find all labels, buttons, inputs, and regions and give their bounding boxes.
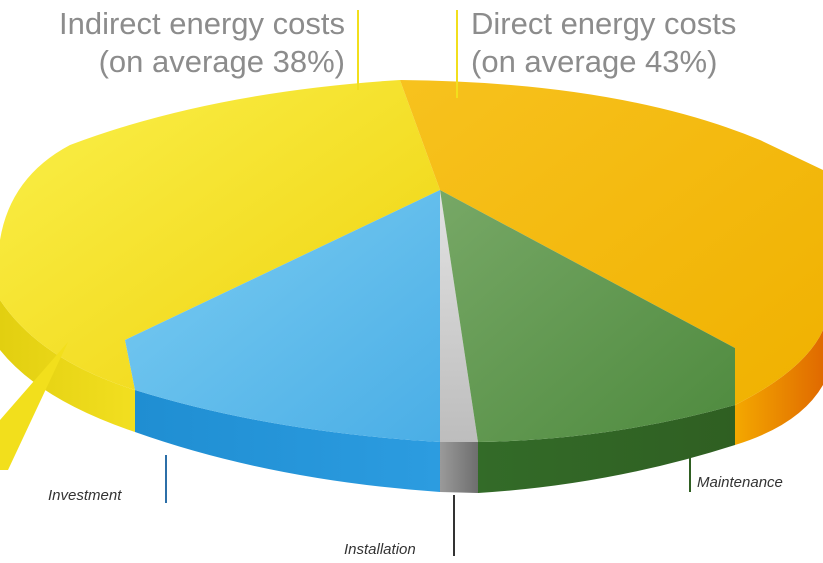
label-indirect-line1: Indirect energy costs xyxy=(58,6,345,41)
slice-side-direct xyxy=(735,330,823,445)
slice-side-maintenance xyxy=(478,405,735,493)
label-investment: Investment xyxy=(48,487,122,504)
slice-investment xyxy=(125,190,440,442)
slice-side-indirect xyxy=(0,300,135,432)
label-indirect-line2: (on average 38%) xyxy=(98,44,345,79)
label-direct-line2: (on average 43%) xyxy=(471,44,718,79)
slice-side-installation xyxy=(440,442,478,493)
slice-maintenance xyxy=(440,190,735,442)
label-direct-line1: Direct energy costs xyxy=(471,6,737,41)
label-installation: Installation xyxy=(344,541,416,558)
label-maintenance: Maintenance xyxy=(697,474,783,491)
slice-side-investment xyxy=(135,390,440,492)
slice-indirect-energy xyxy=(0,80,440,390)
leader-wedge-left xyxy=(0,342,68,470)
slice-direct-energy xyxy=(400,80,823,405)
